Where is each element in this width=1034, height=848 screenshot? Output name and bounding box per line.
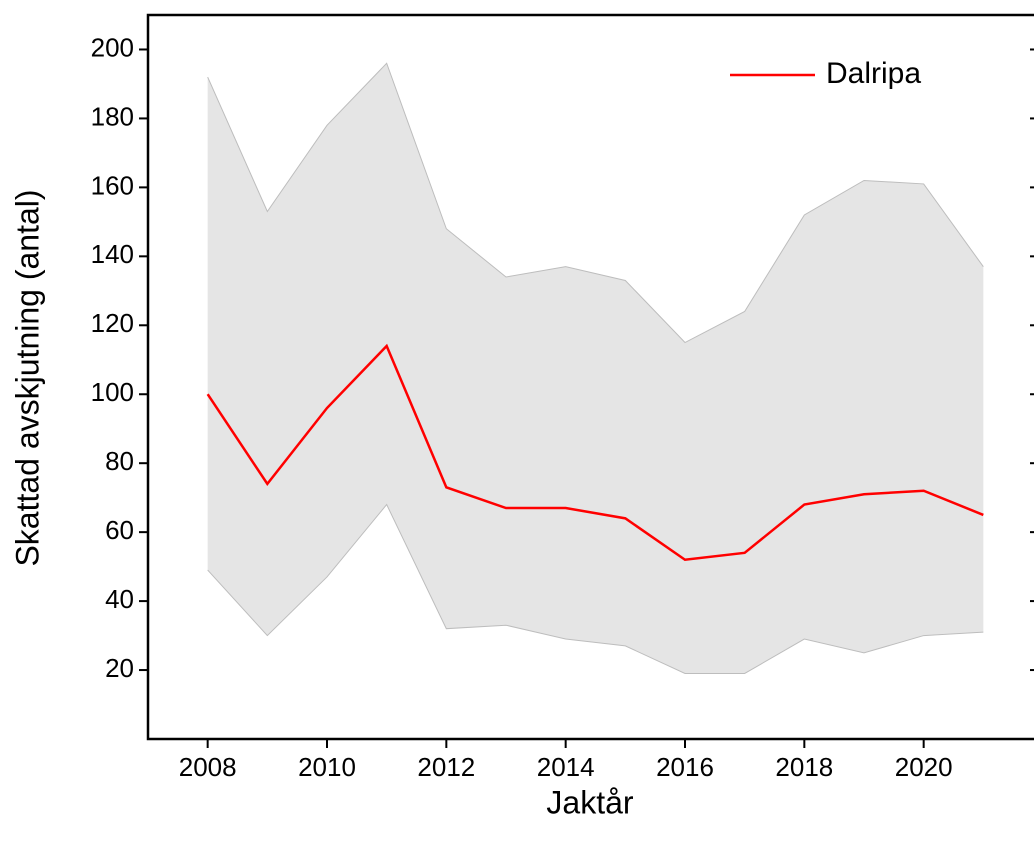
y-tick-label: 180 (91, 101, 134, 131)
x-tick-label: 2016 (656, 752, 714, 782)
legend-label: Dalripa (826, 57, 921, 90)
y-tick-label: 160 (91, 170, 134, 200)
y-axis-label: Skattad avskjutning (antal) (9, 189, 45, 566)
y-tick-label: 200 (91, 32, 134, 62)
y-tick-label: 120 (91, 308, 134, 338)
plot-frame (146, 13, 1034, 741)
y-tick-label: 100 (91, 377, 134, 407)
y-tick-label: 20 (105, 653, 134, 683)
y-tick-label: 40 (105, 584, 134, 614)
x-tick-label: 2014 (537, 752, 595, 782)
x-tick-label: 2020 (895, 752, 953, 782)
x-tick-label: 2012 (417, 752, 475, 782)
band-edge (207, 503, 984, 674)
band-edge (207, 62, 984, 344)
x-tick-label: 2018 (775, 752, 833, 782)
x-tick-label: 2008 (179, 752, 237, 782)
series-line (206, 343, 984, 562)
y-tick-label: 140 (91, 239, 134, 269)
x-axis-label: Jaktår (546, 784, 633, 820)
confidence-band (207, 63, 984, 674)
x-tick-label: 2010 (298, 752, 356, 782)
y-tick-label: 60 (105, 515, 134, 545)
y-tick-label: 80 (105, 446, 134, 476)
